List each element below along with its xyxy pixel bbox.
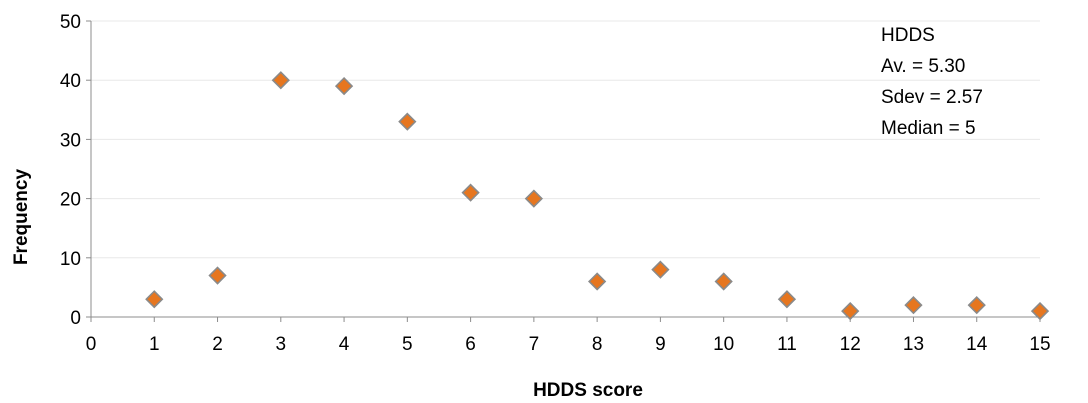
x-tick-label-12: 12 <box>840 334 861 355</box>
stats-line-median: Median = 5 <box>881 118 976 139</box>
x-tick-label-15: 15 <box>1029 334 1050 355</box>
data-point-x8 <box>588 272 607 291</box>
data-point-x6 <box>461 183 480 202</box>
x-tick-label-6: 6 <box>465 334 476 355</box>
data-point-x3 <box>271 71 290 90</box>
data-point-x9 <box>651 260 670 279</box>
y-tick-label-30: 30 <box>60 130 81 151</box>
x-tick-label-4: 4 <box>339 334 350 355</box>
axes <box>86 20 1041 322</box>
x-tick-label-1: 1 <box>149 334 160 355</box>
data-point-x4 <box>334 76 354 96</box>
data-point-x11 <box>777 290 797 309</box>
x-tick-label-14: 14 <box>966 334 988 355</box>
x-tick-label-7: 7 <box>529 334 540 355</box>
x-tick-label-2: 2 <box>212 334 223 355</box>
data-point-x13 <box>904 296 923 315</box>
stats-line-title: HDDS <box>881 25 935 46</box>
y-tick-label-40: 40 <box>60 71 81 92</box>
stats-annotation: HDDS Av. = 5.30 Sdev = 2.57 Median = 5 <box>881 25 983 139</box>
data-point-x2 <box>208 266 227 285</box>
y-axis-title: Frequency <box>11 169 32 266</box>
data-points <box>145 71 1050 321</box>
gridlines <box>91 20 1040 259</box>
x-tick-label-10: 10 <box>713 334 734 355</box>
data-point-x5 <box>398 112 417 131</box>
x-tick-label-5: 5 <box>402 334 413 355</box>
x-tick-label-0: 0 <box>86 334 97 355</box>
y-tick-label-50: 50 <box>60 12 81 33</box>
data-point-x1 <box>145 290 164 309</box>
stats-line-sdev: Sdev = 2.57 <box>881 87 983 108</box>
y-tick-label-10: 10 <box>60 249 81 270</box>
x-tick-label-9: 9 <box>655 334 666 355</box>
x-tick-label-13: 13 <box>903 334 924 355</box>
x-tick-label-3: 3 <box>276 334 287 355</box>
data-point-x7 <box>524 189 543 208</box>
y-tick-label-20: 20 <box>60 190 81 211</box>
data-point-x14 <box>967 296 986 315</box>
y-tick-label-0: 0 <box>70 308 81 329</box>
data-point-x15 <box>1030 301 1050 321</box>
x-axis-title: HDDS score <box>533 380 643 401</box>
x-tick-label-11: 11 <box>777 334 797 355</box>
x-tick-label-8: 8 <box>592 334 603 355</box>
stats-line-average: Av. = 5.30 <box>881 56 965 77</box>
data-point-x10 <box>714 272 733 291</box>
data-point-x12 <box>841 301 860 321</box>
